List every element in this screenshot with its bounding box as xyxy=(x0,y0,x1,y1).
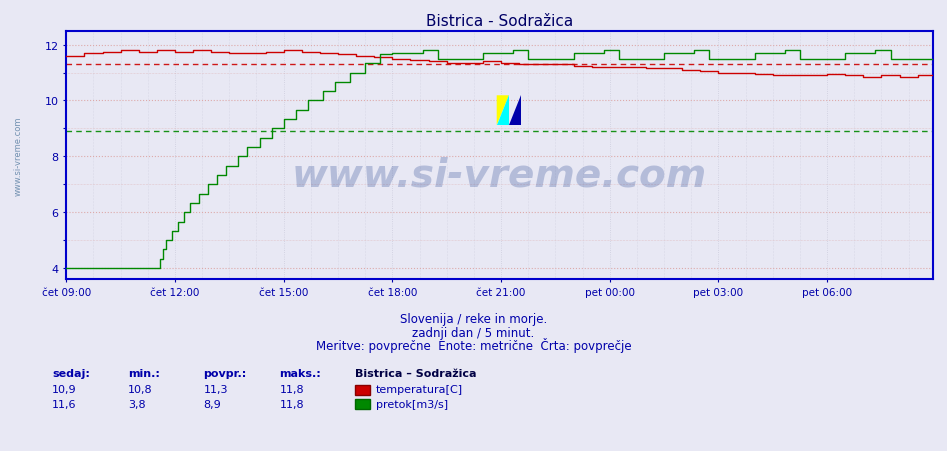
Text: 11,8: 11,8 xyxy=(279,399,304,409)
Text: pretok[m3/s]: pretok[m3/s] xyxy=(376,399,448,409)
Text: 8,9: 8,9 xyxy=(204,399,222,409)
Text: 11,8: 11,8 xyxy=(279,384,304,394)
Text: www.si-vreme.com: www.si-vreme.com xyxy=(14,116,23,195)
Polygon shape xyxy=(509,96,521,126)
Text: 10,8: 10,8 xyxy=(128,384,152,394)
Text: Slovenija / reke in morje.: Slovenija / reke in morje. xyxy=(400,313,547,326)
Polygon shape xyxy=(497,96,509,126)
Text: 11,6: 11,6 xyxy=(52,399,77,409)
Text: povpr.:: povpr.: xyxy=(204,368,247,378)
Title: Bistrica - Sodražica: Bistrica - Sodražica xyxy=(426,14,573,29)
Text: Meritve: povprečne  Enote: metrične  Črta: povprečje: Meritve: povprečne Enote: metrične Črta:… xyxy=(315,337,632,353)
Text: zadnji dan / 5 minut.: zadnji dan / 5 minut. xyxy=(412,326,535,339)
Text: sedaj:: sedaj: xyxy=(52,368,90,378)
Text: 3,8: 3,8 xyxy=(128,399,146,409)
Polygon shape xyxy=(497,96,509,126)
Text: min.:: min.: xyxy=(128,368,160,378)
Text: 10,9: 10,9 xyxy=(52,384,77,394)
Text: www.si-vreme.com: www.si-vreme.com xyxy=(292,156,707,194)
Text: maks.:: maks.: xyxy=(279,368,321,378)
Text: temperatura[C]: temperatura[C] xyxy=(376,384,463,394)
Text: Bistrica – Sodražica: Bistrica – Sodražica xyxy=(355,368,476,378)
Text: 11,3: 11,3 xyxy=(204,384,228,394)
